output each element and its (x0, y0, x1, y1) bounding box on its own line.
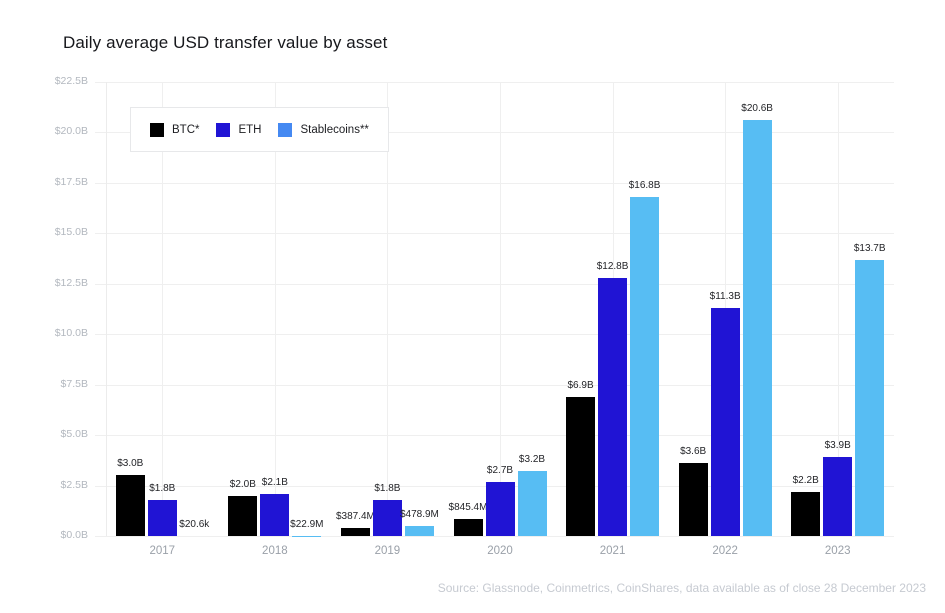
legend-item-stablecoins: Stablecoins** (278, 122, 369, 137)
y-axis-label: $17.5B (54, 175, 88, 188)
bar-value-label: $20.6B (741, 103, 773, 115)
bar-value-label: $12.8B (596, 260, 629, 272)
bar-btc-2017 (115, 475, 145, 536)
legend-label-stablecoins: Stablecoins** (300, 123, 369, 136)
gridline-horizontal (95, 132, 894, 134)
y-axis-label: $10.0B (54, 327, 88, 340)
bar-value-label: $1.8B (149, 482, 176, 494)
gridline-vertical (837, 82, 839, 536)
bar-value-label: $3.6B (680, 446, 707, 458)
bar-value-label: $20.6k (179, 518, 210, 530)
legend-item-btc: BTC* (150, 122, 200, 137)
bar-stablecoins-2019 (404, 526, 434, 536)
legend: BTC* ETH Stablecoins** (130, 107, 389, 152)
bar-value-label: $387.4M (335, 511, 375, 523)
bar-value-label: $22.9M (290, 518, 324, 530)
legend-label-btc: BTC* (172, 123, 200, 136)
btc-swatch-icon (150, 122, 164, 137)
bar-stablecoins-2020 (517, 471, 547, 536)
y-axis-label: $0.0B (60, 529, 88, 541)
gridline-horizontal (95, 384, 894, 386)
bar-eth-2021 (598, 277, 628, 536)
bar-value-label: $2.0B (229, 478, 256, 490)
gridline-horizontal (95, 283, 894, 285)
chart-title: Daily average USD transfer value by asse… (63, 33, 388, 52)
bar-eth-2023 (823, 457, 853, 536)
bar-stablecoins-2023 (855, 259, 885, 536)
legend-label-eth: ETH (238, 123, 262, 136)
bar-eth-2017 (147, 499, 177, 536)
y-axis-label: $2.5B (60, 478, 88, 491)
bar-eth-2018 (260, 493, 290, 536)
eth-swatch-icon (216, 122, 231, 137)
gridline-horizontal (95, 435, 894, 437)
y-axis-label: $7.5B (60, 377, 88, 390)
x-axis-label: 2018 (262, 545, 288, 557)
gridline-horizontal (95, 182, 894, 184)
y-axis-label: $15.0B (54, 226, 88, 239)
bar-value-label: $3.2B (518, 454, 546, 466)
bar-stablecoins-2021 (630, 197, 660, 536)
bar-btc-2019 (340, 528, 370, 536)
x-axis-label: 2017 (149, 545, 176, 557)
bar-eth-2022 (710, 307, 740, 536)
bar-value-label: $845.4M (448, 501, 488, 513)
bar-eth-2020 (485, 481, 515, 536)
bar-value-label: $3.0B (117, 458, 144, 470)
bar-btc-2022 (678, 463, 708, 536)
bar-value-label: $1.8B (374, 482, 401, 494)
bar-btc-2023 (791, 491, 821, 536)
bar-value-label: $13.7B (853, 242, 886, 254)
bar-stablecoins-2022 (742, 120, 772, 536)
x-axis-label: 2023 (824, 545, 851, 557)
gridline-vertical (162, 82, 164, 536)
gridline-vertical (387, 82, 389, 536)
bar-value-label: $2.2B (792, 474, 819, 486)
axis-border-left (106, 82, 107, 536)
gridline-horizontal (95, 233, 894, 235)
y-axis-label: $5.0B (60, 428, 88, 441)
bar-value-label: $3.9B (824, 440, 851, 452)
y-axis-label: $22.5B (54, 75, 88, 87)
bar-value-label: $16.8B (628, 180, 661, 191)
gridline-vertical (500, 82, 501, 536)
gridline-horizontal (95, 334, 894, 336)
bar-value-label: $6.9B (567, 379, 594, 391)
bar-btc-2020 (453, 518, 483, 536)
gridline-horizontal (95, 536, 894, 537)
gridline-horizontal (95, 82, 894, 83)
stablecoins-swatch-icon (278, 122, 293, 137)
x-axis-label: 2019 (374, 545, 401, 557)
bar-btc-2018 (228, 495, 258, 536)
source-note: Source: Glassnode, Coinmetrics, CoinShar… (437, 581, 926, 595)
bar-value-label: $478.9M (399, 509, 439, 521)
bar-eth-2019 (372, 499, 402, 536)
bar-value-label: $2.7B (486, 464, 514, 476)
y-axis-label: $20.0B (54, 125, 88, 138)
bar-value-label: $11.3B (709, 290, 741, 302)
x-axis-label: 2020 (487, 545, 513, 557)
bar-btc-2021 (566, 396, 596, 536)
bar-value-label: $2.1B (261, 476, 288, 488)
x-axis-label: 2022 (712, 545, 738, 557)
legend-item-eth: ETH (216, 122, 262, 137)
y-axis-label: $12.5B (54, 276, 88, 289)
gridline-vertical (274, 82, 276, 536)
x-axis-label: 2021 (599, 545, 626, 557)
